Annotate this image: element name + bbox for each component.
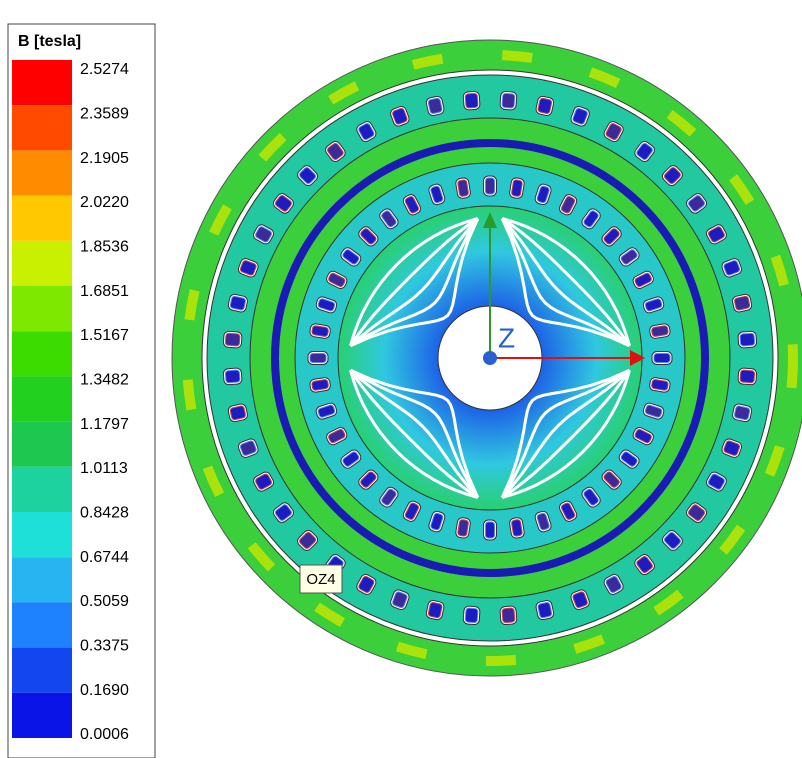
legend-band xyxy=(12,602,72,647)
slot xyxy=(500,91,517,110)
slot xyxy=(463,91,480,110)
slot-core xyxy=(428,602,443,618)
slot xyxy=(732,403,753,422)
legend-label: 1.8536 xyxy=(80,239,129,256)
slot xyxy=(732,293,753,312)
slot xyxy=(738,368,757,385)
tag-label: OZ4 xyxy=(306,571,335,588)
legend-label: 2.3589 xyxy=(80,106,129,123)
legend-band xyxy=(12,331,72,376)
slot xyxy=(309,377,331,393)
slot-core xyxy=(230,405,246,420)
legend-band xyxy=(12,150,72,195)
slot-core xyxy=(230,296,246,311)
slot-core xyxy=(734,296,750,311)
slot-core xyxy=(740,370,755,383)
slot-core xyxy=(502,608,515,623)
legend-label: 0.0006 xyxy=(80,726,129,743)
slot-core xyxy=(537,602,552,618)
legend-label: 1.0113 xyxy=(80,460,128,477)
legend-band xyxy=(12,60,72,105)
legend-band xyxy=(12,196,72,241)
slot xyxy=(308,352,328,365)
slot xyxy=(223,368,242,385)
legend-band xyxy=(12,422,72,467)
legend-label: 0.5059 xyxy=(80,593,129,610)
slot-core xyxy=(225,333,240,346)
slot xyxy=(455,517,471,539)
slot-core xyxy=(225,370,240,383)
slot xyxy=(223,331,242,348)
slot-core xyxy=(486,178,495,194)
slot xyxy=(463,606,480,625)
legend-label: 1.6851 xyxy=(80,283,129,300)
slot-core xyxy=(654,354,670,363)
legend-band xyxy=(12,105,72,150)
slot xyxy=(652,352,672,365)
slot xyxy=(484,176,497,196)
slot xyxy=(649,323,671,339)
legend-label: 1.5167 xyxy=(80,327,129,344)
slot-core xyxy=(486,522,495,538)
slot-core xyxy=(651,325,668,336)
motor-plot: Z xyxy=(172,40,802,676)
slot-core xyxy=(457,180,468,197)
slot xyxy=(535,600,554,621)
legend-band xyxy=(12,376,72,421)
slot-core xyxy=(651,379,668,390)
slot-core xyxy=(502,93,515,108)
legend-band xyxy=(12,286,72,331)
slot-core xyxy=(457,519,468,536)
slot-core xyxy=(537,98,552,114)
slot xyxy=(309,323,331,339)
axis-label: Z xyxy=(498,322,515,353)
legend-band xyxy=(12,648,72,693)
legend-label: 2.1905 xyxy=(80,150,129,167)
slot xyxy=(227,293,248,312)
slot xyxy=(500,606,517,625)
slot xyxy=(509,177,525,199)
slot-core xyxy=(511,180,522,197)
slot-core xyxy=(740,333,755,346)
legend-label: 2.0220 xyxy=(80,194,129,211)
legend-title: B [tesla] xyxy=(18,33,81,50)
slot-core xyxy=(312,325,329,336)
slot xyxy=(227,403,248,422)
legend-label: 1.3482 xyxy=(80,372,129,389)
slot xyxy=(455,177,471,199)
legend-label: 0.1690 xyxy=(80,682,129,699)
screenshot: B [tesla] Z OZ4 2.5274 2.3589 2.1905 2.0220… xyxy=(0,0,802,758)
legend-label: 2.5274 xyxy=(80,61,129,78)
legend-band xyxy=(12,557,72,602)
legend-label: 1.1797 xyxy=(80,416,129,433)
slot-core xyxy=(465,93,478,108)
slot-core xyxy=(310,354,326,363)
axis-origin xyxy=(483,351,497,365)
slot xyxy=(509,517,525,539)
legend-band xyxy=(12,512,72,557)
legend-label: 0.3375 xyxy=(80,638,129,655)
slot-core xyxy=(428,98,443,114)
slot xyxy=(535,95,554,116)
legend-band xyxy=(12,241,72,286)
slot xyxy=(649,377,671,393)
slot-core xyxy=(511,519,522,536)
viewport: B [tesla] Z OZ4 2.5274 2.3589 2.1905 2.0220… xyxy=(0,0,802,758)
slot-core xyxy=(465,608,478,623)
legend-band xyxy=(12,693,72,738)
slot xyxy=(425,600,444,621)
legend-label: 0.8428 xyxy=(80,505,129,522)
slot xyxy=(484,520,497,540)
slot xyxy=(738,331,757,348)
slot-core xyxy=(734,405,750,420)
legend-band xyxy=(12,467,72,512)
legend-label: 0.6744 xyxy=(80,549,129,566)
slot-core xyxy=(312,379,329,390)
slot xyxy=(425,95,444,116)
